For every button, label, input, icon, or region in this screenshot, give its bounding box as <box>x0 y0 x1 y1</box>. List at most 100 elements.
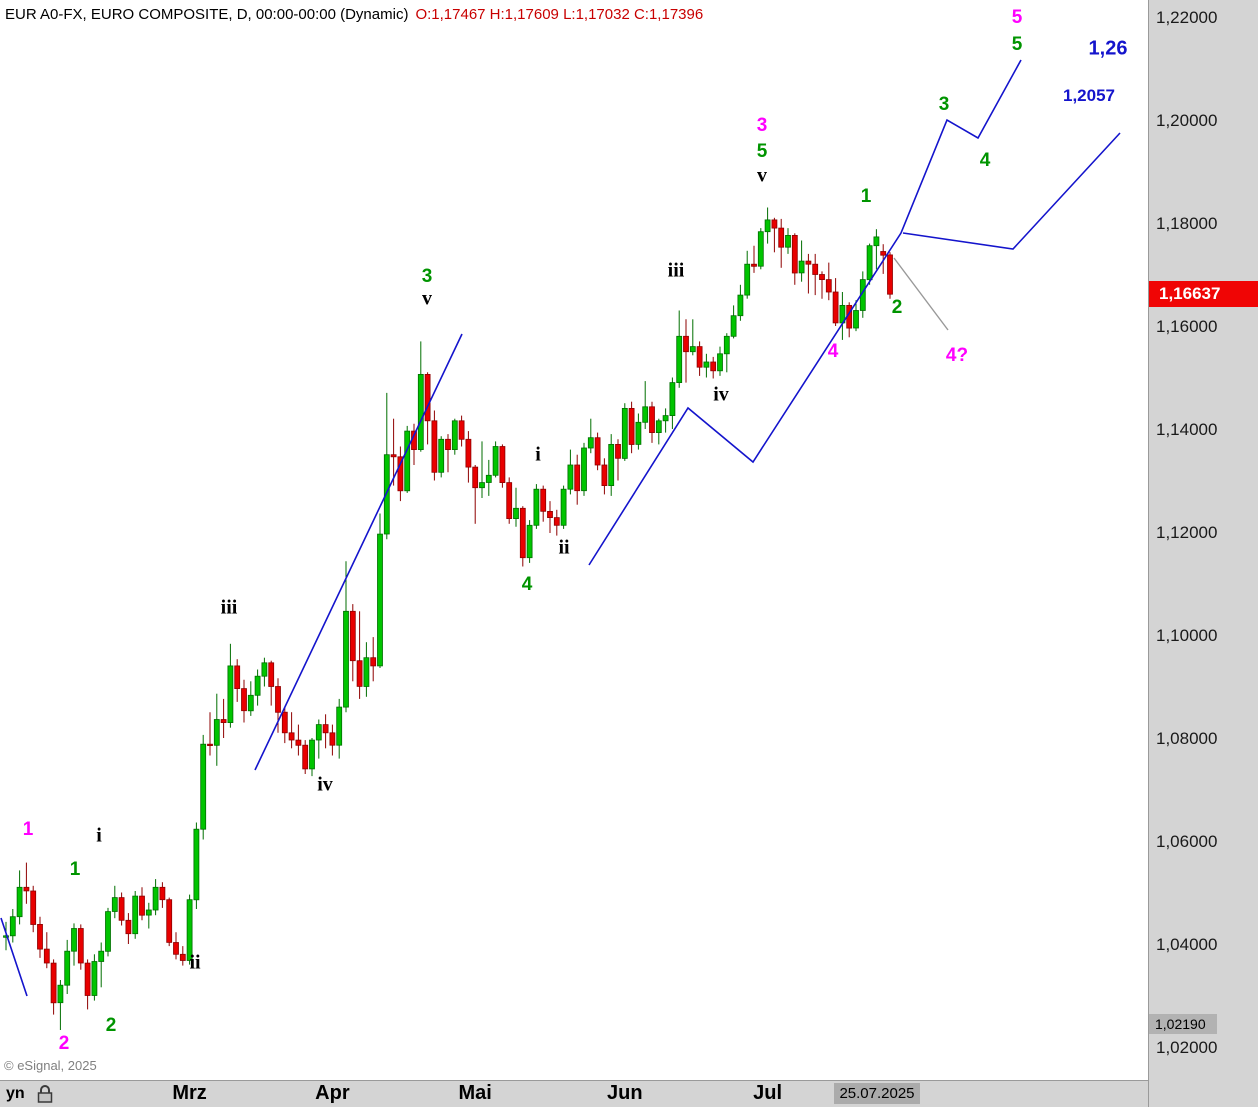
trendline-left[interactable] <box>0 917 28 997</box>
candle <box>737 284 744 321</box>
candle <box>832 278 839 326</box>
candle <box>315 719 322 759</box>
wave-label-black-v[interactable]: v <box>757 164 767 187</box>
wave-label-magenta-5[interactable]: 5 <box>1011 7 1023 28</box>
candle <box>887 252 893 299</box>
time-axis[interactable]: Mrz Apr Mai Jun Jul 25.07.2025 <box>0 1080 1148 1107</box>
candle <box>207 712 213 756</box>
wave-label-green-2[interactable]: 2 <box>105 1015 117 1036</box>
candle <box>288 712 295 749</box>
candle <box>404 425 411 493</box>
chart-header: EUR A0-FX, EURO COMPOSITE, D, 00:00-00:0… <box>5 6 703 23</box>
trendline-rally[interactable] <box>254 333 463 771</box>
candle <box>567 449 574 495</box>
candle <box>472 465 479 524</box>
price-axis-label: 1,22000 <box>1156 8 1218 28</box>
candle <box>309 738 315 777</box>
wave-label-black-iv[interactable]: iv <box>713 383 729 406</box>
candle <box>377 513 383 668</box>
candle <box>594 432 601 471</box>
wave-label-green-3[interactable]: 3 <box>938 94 950 115</box>
wave-label-black-i[interactable]: i <box>96 824 102 847</box>
candle <box>322 714 329 749</box>
candle <box>621 403 628 461</box>
wave-label-black-iv[interactable]: iv <box>317 773 333 796</box>
candle <box>649 401 655 443</box>
wave-label-black-i[interactable]: i <box>535 443 541 466</box>
candle <box>451 418 458 455</box>
price-target-label[interactable]: 1,2057 <box>1063 86 1115 105</box>
candle <box>526 520 533 563</box>
wave-path-alternate[interactable] <box>902 132 1121 250</box>
wave-label-magenta-4[interactable]: 4 <box>827 341 839 362</box>
candle <box>757 228 764 270</box>
candle <box>751 245 757 273</box>
wave-path-primary[interactable] <box>588 59 1022 566</box>
month-label-apr: Apr <box>315 1082 350 1104</box>
wave-label-green-3[interactable]: 3 <box>421 266 433 287</box>
candle <box>179 946 186 966</box>
wave-label-magenta-1[interactable]: 1 <box>22 819 34 840</box>
clipped-label: yn <box>6 1085 25 1102</box>
candle <box>268 660 275 706</box>
wave-label-black-ii[interactable]: ii <box>558 536 570 559</box>
candle <box>234 659 241 702</box>
wave-label-black-ii[interactable]: ii <box>189 951 201 974</box>
wave-label-green-4[interactable]: 4 <box>979 150 991 171</box>
candle <box>64 939 71 994</box>
price-axis-label: 1,16000 <box>1156 317 1218 337</box>
candle <box>492 441 499 478</box>
wave-label-green-2[interactable]: 2 <box>891 297 903 318</box>
padlock-icon[interactable] <box>34 1083 56 1105</box>
candle <box>696 341 703 376</box>
candle <box>159 882 166 908</box>
candle <box>261 657 268 687</box>
pointer-line-alt4[interactable] <box>893 257 949 331</box>
wave-label-green-4[interactable]: 4 <box>521 574 533 595</box>
ohlc-readout: O:1,17467 H:1,17609 L:1,17032 C:1,17396 <box>415 6 704 23</box>
chart-canvas[interactable]: EUR A0-FX, EURO COMPOSITE, D, 00:00-00:0… <box>0 0 1148 1080</box>
candle <box>635 413 642 450</box>
wave-label-green-5[interactable]: 5 <box>756 141 768 162</box>
wave-label-green-1[interactable]: 1 <box>860 186 872 207</box>
candle <box>587 418 594 454</box>
candle <box>764 207 771 244</box>
candle <box>547 501 553 533</box>
candle <box>513 487 519 527</box>
candle <box>166 897 173 947</box>
candle <box>125 913 132 944</box>
month-label-mrz: Mrz <box>172 1082 207 1104</box>
candle <box>655 418 662 445</box>
candle <box>329 724 336 756</box>
candle <box>349 604 356 682</box>
price-axis[interactable]: 1,22000 1,20000 1,18000 1,16000 1,14000 1,120… <box>1148 0 1258 1107</box>
candle <box>880 244 887 274</box>
candle <box>152 879 159 916</box>
candle <box>465 431 472 483</box>
candle <box>275 678 281 733</box>
candle <box>71 923 77 966</box>
candle <box>3 921 9 951</box>
candle <box>506 477 513 524</box>
candle <box>9 909 16 943</box>
candle <box>132 891 139 939</box>
wave-label-magenta-2[interactable]: 2 <box>58 1033 70 1054</box>
wave-label-magenta-4q[interactable]: 4? <box>945 345 969 366</box>
candle <box>689 319 696 356</box>
wave-label-black-iii[interactable]: iii <box>220 596 238 619</box>
candle <box>438 436 445 478</box>
candle <box>519 506 526 567</box>
candle <box>479 441 485 498</box>
candle <box>445 434 451 473</box>
candle <box>383 392 390 540</box>
price-target-label[interactable]: 1,26 <box>1088 37 1128 60</box>
wave-label-green-5[interactable]: 5 <box>1011 34 1023 55</box>
wave-label-black-v[interactable]: v <box>422 287 432 310</box>
wave-label-black-iii[interactable]: iii <box>667 259 685 282</box>
candle <box>431 410 438 481</box>
wave-label-magenta-3[interactable]: 3 <box>756 115 768 136</box>
price-axis-label: 1,06000 <box>1156 832 1218 852</box>
price-axis-label: 1,20000 <box>1156 111 1218 131</box>
wave-label-green-1[interactable]: 1 <box>69 859 81 880</box>
